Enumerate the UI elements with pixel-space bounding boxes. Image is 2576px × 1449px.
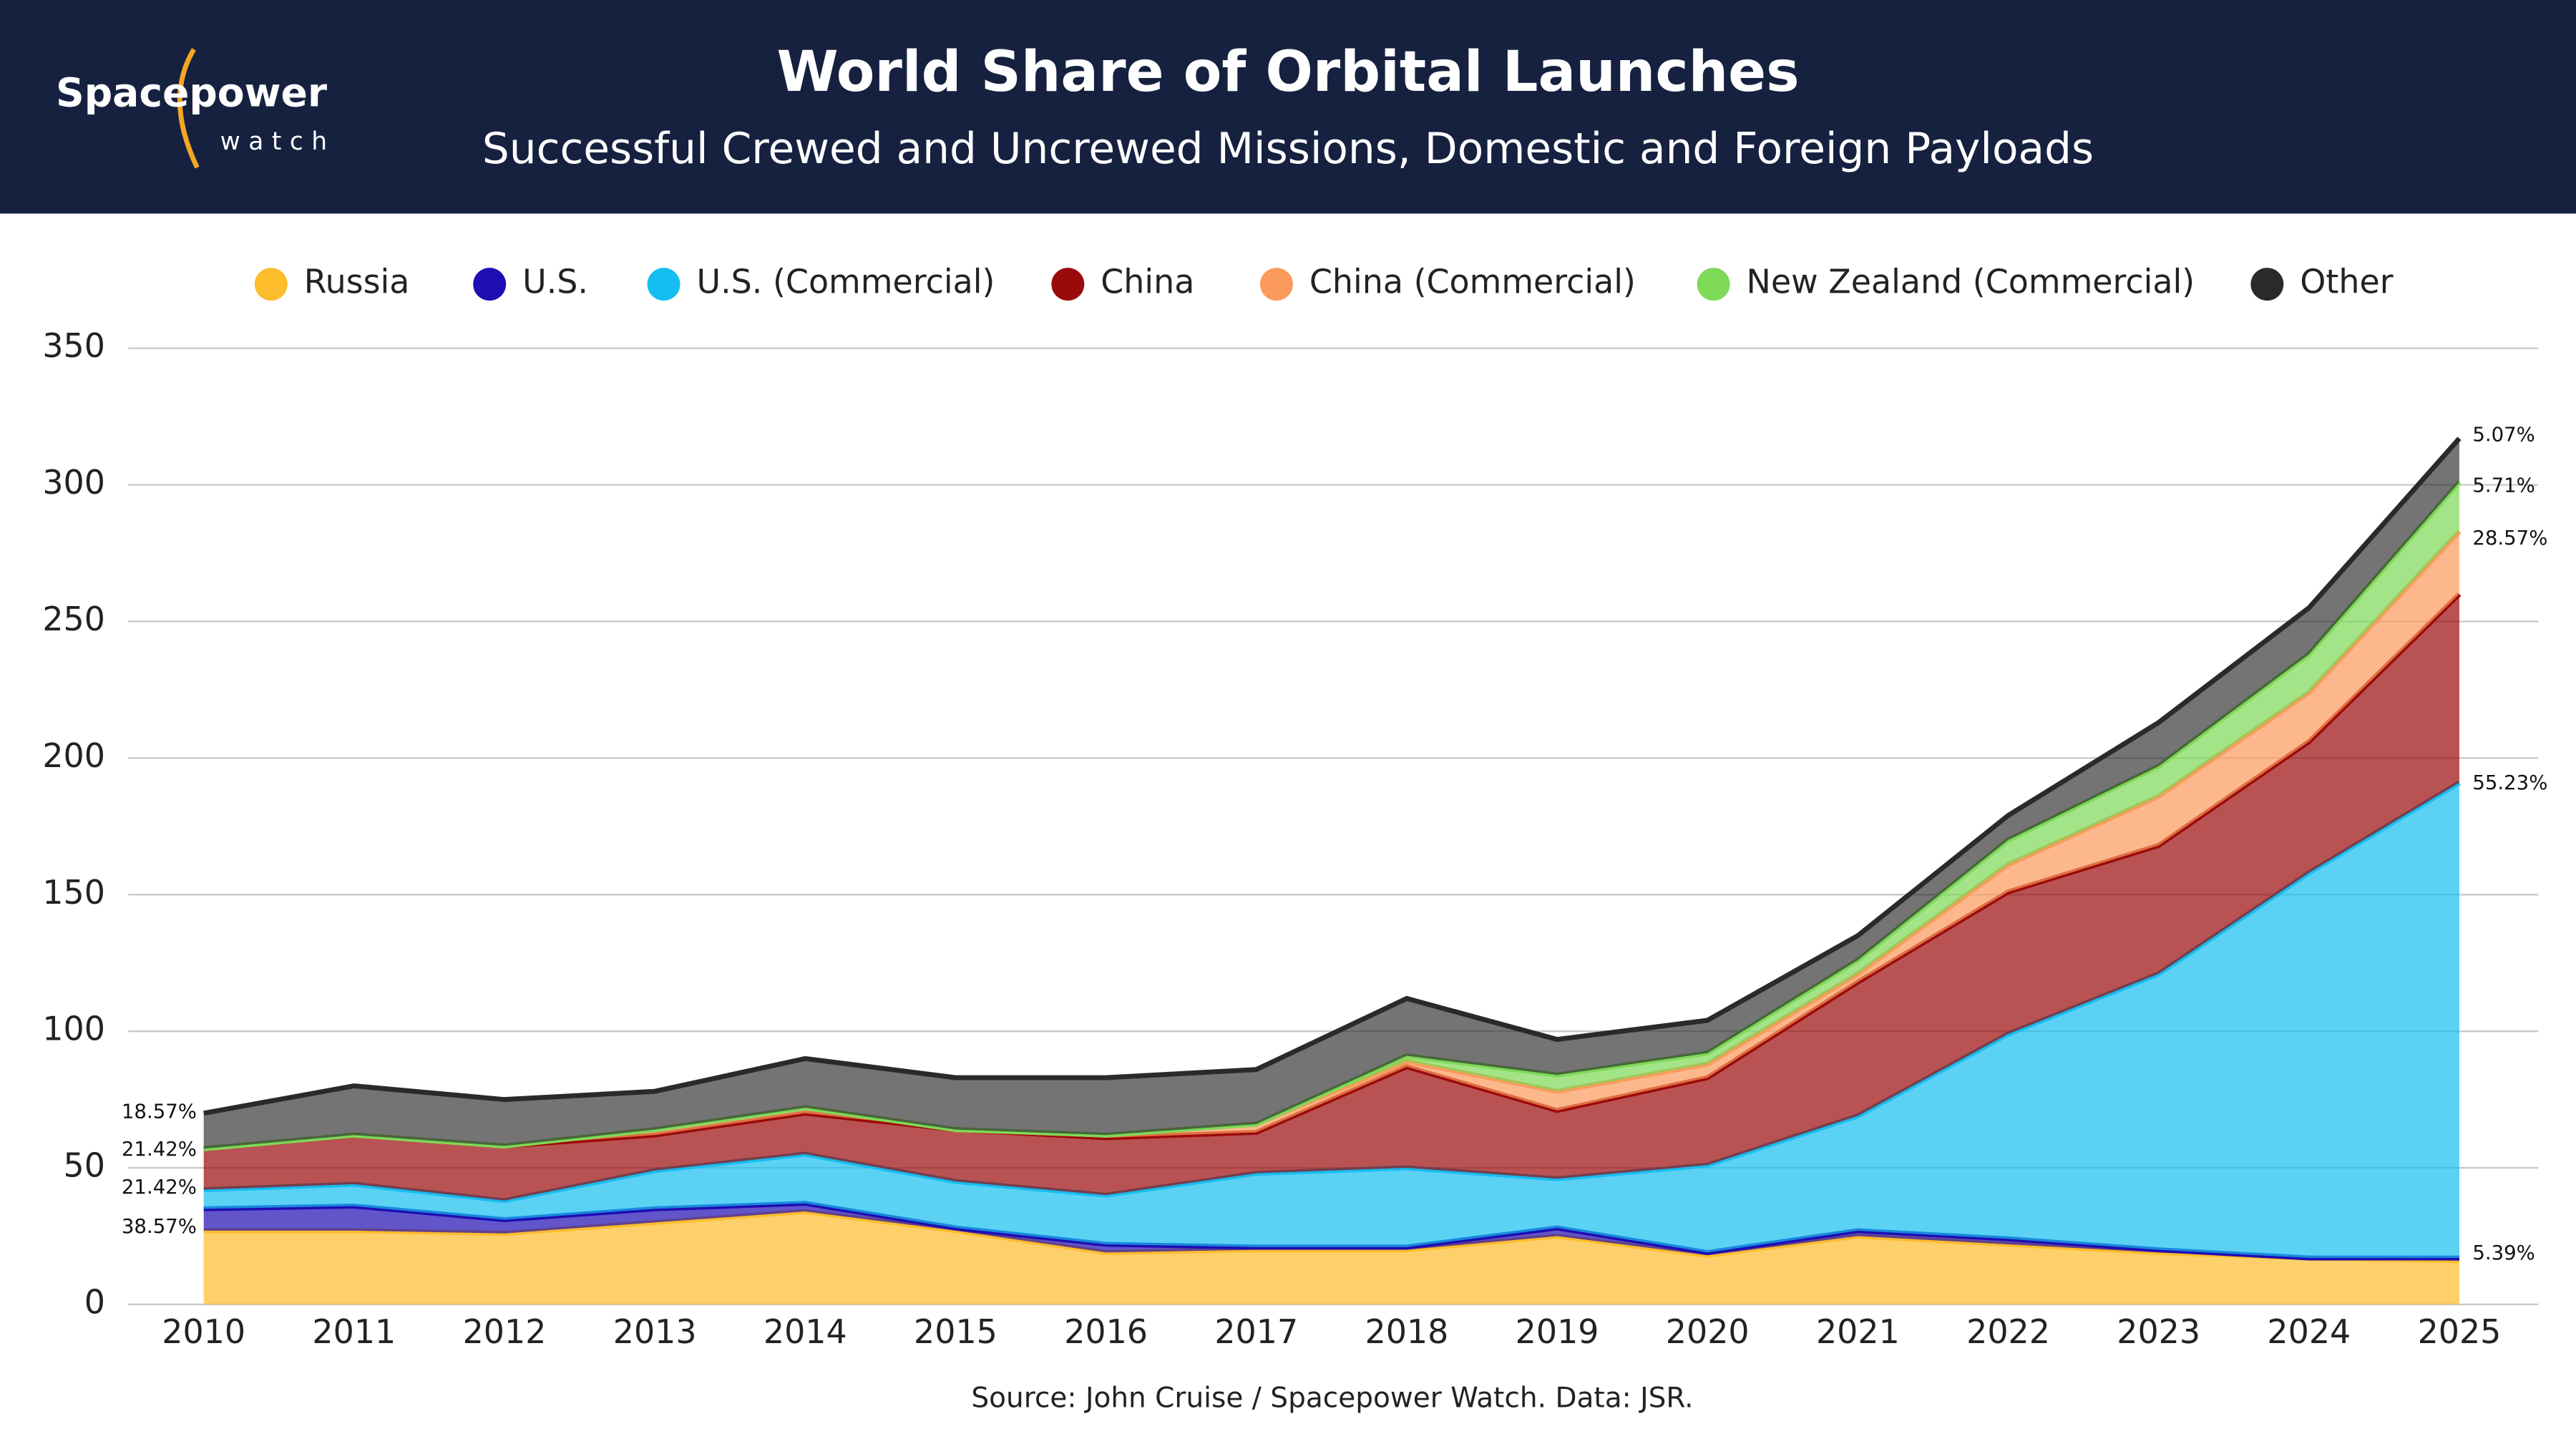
- area: [203, 1211, 2459, 1304]
- annotation: 28.57%: [2472, 527, 2547, 550]
- area-line: [203, 1209, 2460, 1264]
- chart-subtitle: Successful Crewed and Uncrewed Missions,…: [482, 125, 2094, 174]
- y-tick-label: 200: [42, 736, 105, 775]
- x-tick-label: 2011: [312, 1312, 396, 1351]
- x-tick-label: 2020: [1666, 1312, 1750, 1351]
- legend-swatch: [2250, 268, 2284, 301]
- x-tick-label: 2016: [1064, 1312, 1148, 1351]
- annotation: 55.23%: [2472, 771, 2547, 794]
- area-line: [203, 436, 2462, 1116]
- y-tick-label: 300: [42, 463, 105, 502]
- annotation: 21.42%: [122, 1138, 197, 1161]
- logo-tagline: watch: [220, 127, 336, 156]
- x-tick-label: 2021: [1816, 1312, 1900, 1351]
- legend-swatch: [1259, 268, 1293, 301]
- x-tick-label: 2018: [1365, 1312, 1449, 1351]
- legend-label: U.S.: [522, 263, 588, 301]
- x-tick-label: 2023: [2117, 1312, 2200, 1351]
- area: [203, 594, 2459, 1201]
- x-tick-label: 2013: [613, 1312, 697, 1351]
- legend-swatch: [473, 268, 507, 301]
- x-tick-label: 2024: [2267, 1312, 2351, 1351]
- y-tick-label: 250: [42, 600, 105, 638]
- annotation: 18.57%: [122, 1100, 197, 1123]
- annotation: 5.39%: [2472, 1241, 2535, 1264]
- legend-label: China: [1101, 263, 1194, 301]
- x-tick-label: 2022: [1966, 1312, 2050, 1351]
- annotation: 21.42%: [122, 1176, 197, 1199]
- y-tick-label: 350: [42, 326, 105, 365]
- chart-title: World Share of Orbital Launches: [776, 40, 1799, 104]
- y-tick-label: 0: [84, 1282, 105, 1321]
- legend-label: Other: [2300, 263, 2393, 301]
- x-tick-label: 2012: [463, 1312, 547, 1351]
- x-tick-label: 2015: [914, 1312, 997, 1351]
- legend-label: U.S. (Commercial): [696, 263, 995, 301]
- logo-swoosh: [177, 48, 200, 169]
- legend-label: New Zealand (Commercial): [1747, 263, 2195, 301]
- header-band: [0, 0, 2576, 214]
- legend-label: China (Commercial): [1309, 263, 1636, 301]
- annotation: 5.07%: [2472, 423, 2535, 446]
- source-note: Source: John Cruise / Spacepower Watch. …: [971, 1382, 1693, 1415]
- x-tick-label: 2025: [2418, 1312, 2502, 1351]
- annotation: 5.71%: [2472, 474, 2535, 497]
- y-tick-label: 150: [42, 873, 105, 912]
- annotation: 38.57%: [122, 1215, 197, 1238]
- legend-swatch: [254, 268, 288, 301]
- legend-swatch: [647, 268, 680, 301]
- area: [203, 782, 2459, 1259]
- y-tick-label: 50: [64, 1146, 105, 1185]
- x-tick-label: 2014: [763, 1312, 847, 1351]
- x-tick-label: 2019: [1516, 1312, 1599, 1351]
- y-tick-label: 100: [42, 1010, 105, 1048]
- legend-swatch: [1697, 268, 1730, 301]
- x-tick-label: 2017: [1214, 1312, 1298, 1351]
- legend-swatch: [1051, 268, 1085, 301]
- x-tick-label: 2010: [162, 1312, 245, 1351]
- logo-name: Spacepower: [56, 69, 328, 115]
- legend-label: Russia: [304, 263, 410, 301]
